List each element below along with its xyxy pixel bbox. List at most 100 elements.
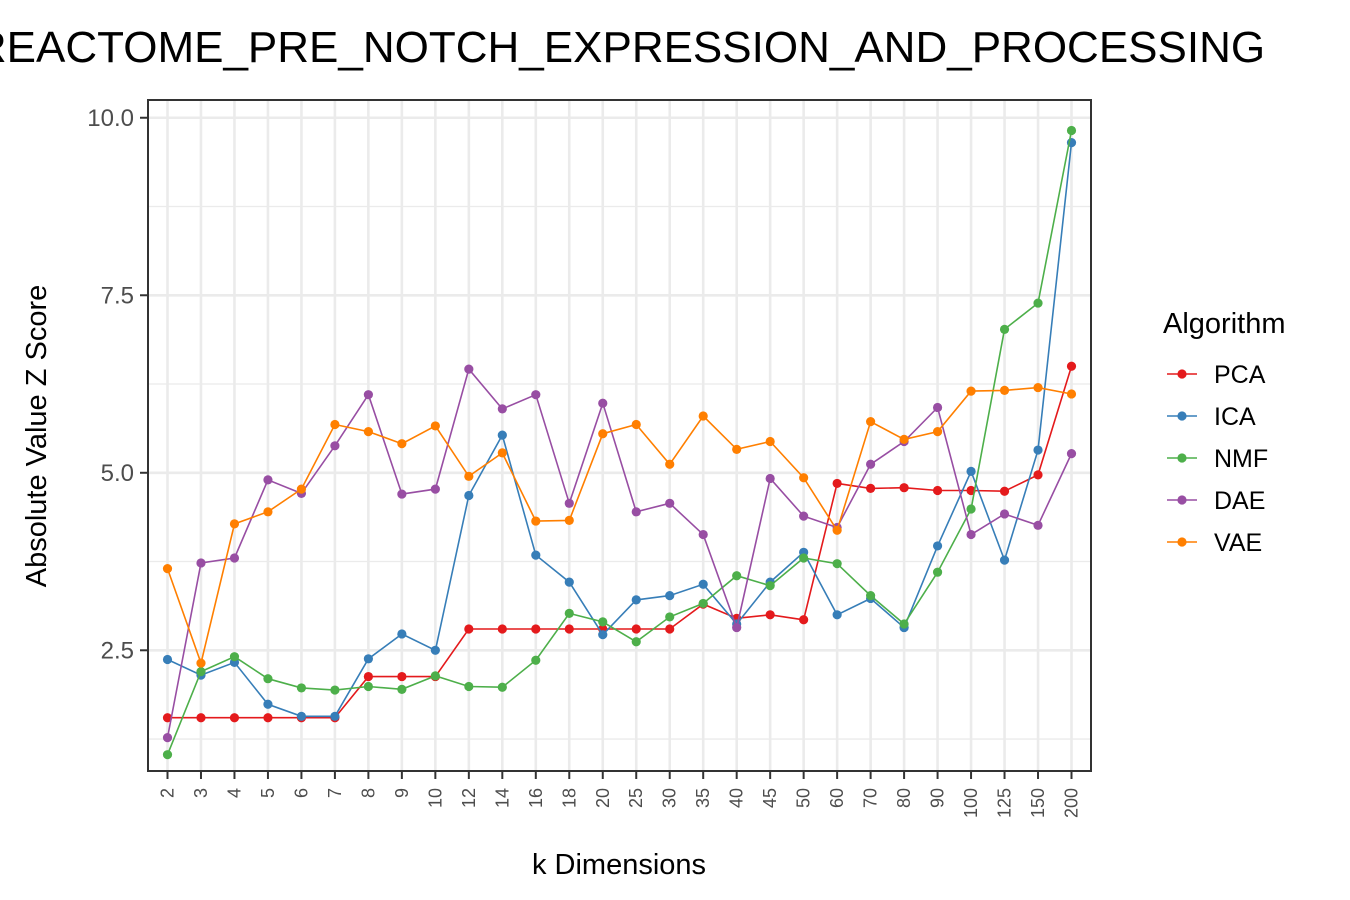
x-tick-label: 8 xyxy=(358,788,378,798)
data-point-nmf xyxy=(1033,298,1043,308)
x-tick-label: 100 xyxy=(961,788,981,818)
series-line-dae xyxy=(166,367,1073,738)
data-point-vae xyxy=(598,429,608,439)
data-point-vae xyxy=(397,439,407,449)
data-point-vae xyxy=(564,515,574,525)
x-tick-label: 18 xyxy=(559,788,579,808)
data-point-dae xyxy=(765,473,775,484)
series-dae xyxy=(162,364,1077,743)
y-axis: 2.5 5.0 7.5 10.0 xyxy=(87,105,148,664)
series-ica xyxy=(162,138,1077,721)
series-line-nmf xyxy=(166,130,1073,755)
data-point-pca xyxy=(631,624,641,634)
data-point-pca xyxy=(999,486,1010,496)
legend-label: VAE xyxy=(1214,529,1262,557)
y-tick-label: 10.0 xyxy=(87,105,134,132)
x-tick-label: 10 xyxy=(425,788,445,808)
data-point-nmf xyxy=(1066,125,1077,136)
x-tick-label: 12 xyxy=(459,788,479,808)
x-tick-label: 3 xyxy=(191,788,211,798)
x-tick-label: 50 xyxy=(794,788,814,808)
data-point-pca xyxy=(899,483,909,493)
x-tick-label: 35 xyxy=(693,788,713,808)
legend-label: DAE xyxy=(1214,487,1265,515)
x-tick-label: 30 xyxy=(660,788,680,808)
legend-key-point xyxy=(1177,369,1187,379)
legend-key-point xyxy=(1177,537,1187,547)
x-tick-label: 200 xyxy=(1062,788,1082,818)
series-nmf xyxy=(162,125,1077,760)
data-point-vae xyxy=(497,448,507,458)
data-point-ica xyxy=(1033,445,1043,455)
data-point-pca xyxy=(1033,470,1043,480)
data-point-dae xyxy=(866,459,876,469)
data-point-dae xyxy=(464,364,474,374)
x-tick-label: 80 xyxy=(894,788,914,808)
data-point-pca xyxy=(1066,361,1077,371)
data-point-vae xyxy=(665,459,675,469)
data-point-pca xyxy=(229,713,240,723)
minor-gridlines xyxy=(148,205,1091,740)
major-gridlines xyxy=(148,100,1091,771)
x-axis: 2 3 4 5 6 7 8 9 10 12 14 16 18 20 25 30 35 40 45 50 60 70 80 90… xyxy=(158,771,1082,818)
plot-panel-border xyxy=(147,99,1092,772)
data-point-ica xyxy=(296,711,307,721)
legend-label: ICA xyxy=(1214,403,1256,431)
data-point-vae xyxy=(1066,389,1077,399)
legend-key-point xyxy=(1177,495,1187,505)
data-point-pca xyxy=(665,624,675,634)
data-point-pca xyxy=(799,615,809,625)
legend: Algorithm PCA ICA NMF DAE VAE xyxy=(1163,308,1286,557)
x-tick-label: 7 xyxy=(325,788,345,798)
x-tick-label: 60 xyxy=(827,788,847,808)
data-point-nmf xyxy=(497,682,507,692)
data-point-vae xyxy=(999,385,1010,396)
data-point-dae xyxy=(732,622,742,633)
legend-item-vae: VAE xyxy=(1167,529,1262,557)
data-point-ica xyxy=(162,654,173,665)
legend-label: PCA xyxy=(1214,361,1266,389)
data-point-vae xyxy=(732,444,742,454)
legend-key-point xyxy=(1177,453,1187,463)
data-point-vae xyxy=(932,426,943,437)
data-point-nmf xyxy=(799,553,809,563)
x-tick-label: 150 xyxy=(1028,788,1048,818)
data-point-pca xyxy=(397,671,407,682)
x-tick-label: 125 xyxy=(995,788,1015,818)
y-tick-label: 5.0 xyxy=(101,460,134,487)
data-point-dae xyxy=(330,441,340,451)
data-point-nmf xyxy=(999,324,1010,334)
data-point-dae xyxy=(363,390,373,400)
x-tick-label: 5 xyxy=(258,788,278,798)
series-line-vae xyxy=(166,386,1072,666)
data-point-nmf xyxy=(665,612,675,622)
x-tick-label: 45 xyxy=(760,788,780,808)
data-point-vae xyxy=(832,525,842,535)
data-point-dae xyxy=(932,402,943,413)
x-tick-label: 14 xyxy=(492,788,512,808)
data-point-nmf xyxy=(397,684,407,694)
data-point-vae xyxy=(966,386,976,396)
data-point-vae xyxy=(196,658,206,668)
data-point-dae xyxy=(162,733,173,743)
data-point-vae xyxy=(162,564,173,574)
data-point-pca xyxy=(932,485,943,496)
data-point-ica xyxy=(598,630,608,640)
data-point-dae xyxy=(598,398,608,408)
data-point-dae xyxy=(698,529,708,540)
data-point-pca xyxy=(162,713,173,723)
data-point-nmf xyxy=(932,567,943,577)
data-point-nmf xyxy=(765,581,775,591)
data-point-vae xyxy=(263,507,273,517)
data-point-ica xyxy=(564,577,574,587)
legend-key-point xyxy=(1177,411,1187,421)
data-point-dae xyxy=(564,498,574,508)
data-point-nmf xyxy=(732,571,742,581)
data-point-nmf xyxy=(631,637,641,647)
x-axis-title: k Dimensions xyxy=(532,849,706,881)
data-point-nmf xyxy=(698,598,708,609)
x-tick-label: 2 xyxy=(158,788,178,798)
data-point-ica xyxy=(330,711,340,721)
data-point-nmf xyxy=(229,652,240,662)
